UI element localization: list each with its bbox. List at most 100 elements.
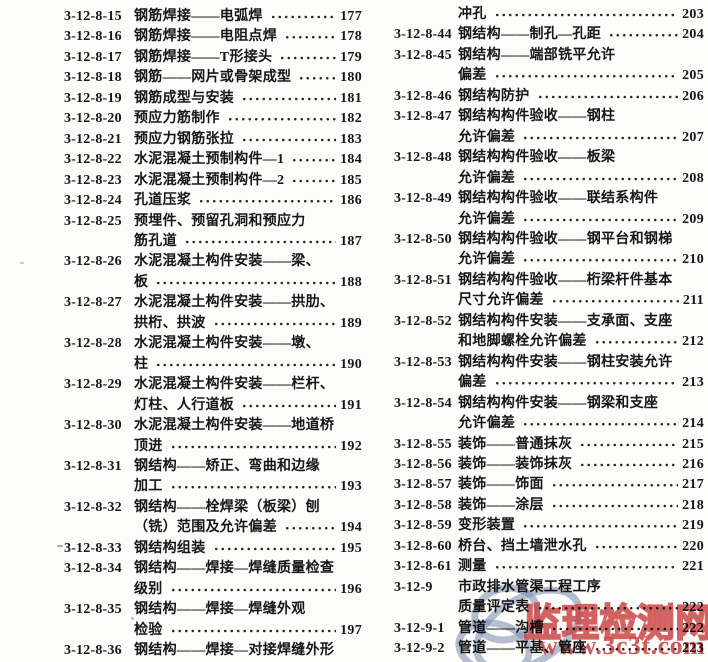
toc-entry: 3-12-8-36 钢结构——焊接—对接焊缝外形	[64, 641, 362, 661]
toc-entry: 3-12-8-51 钢结构构件验收——桁梁杆件基本 尺寸允许偏差 211	[394, 271, 704, 312]
page-number: 211	[682, 293, 704, 309]
toc-entry: 3-12-8-48 钢结构构件验收——板梁 允许偏差 208	[394, 148, 704, 190]
page-number: 190	[340, 356, 362, 372]
entry-title: 允许偏差	[458, 129, 516, 145]
entry-title: 市政排水管渠工程工序	[458, 579, 601, 595]
entry-number: 3-12-9-1	[394, 620, 445, 636]
scan-artifact	[131, 617, 134, 620]
toc-entry: 3-12-8-26 水泥混凝土构件安装——梁、板 188	[64, 252, 362, 294]
entry-title: 装饰——普通抹灰	[458, 436, 573, 452]
dot-leader	[291, 170, 337, 192]
entry-number: 3-12-8-44	[394, 27, 452, 43]
entry-title: 测量	[458, 559, 487, 575]
page-number: 197	[340, 622, 362, 638]
dot-leader	[198, 191, 337, 212]
entry-number: 3-12-8-17	[64, 49, 122, 65]
toc-entry: 3-12-8-22 水泥混凝土预制构件—1 184	[64, 150, 362, 171]
page-number: 179	[340, 49, 362, 65]
entry-title: 孔道压浆	[134, 193, 192, 209]
entry-title: 预应力筋制作	[134, 111, 220, 127]
toc-entry: 3-12-9-1 管道——沟槽 222	[394, 618, 704, 640]
dot-leader	[169, 436, 337, 457]
page-number: 182	[340, 111, 362, 127]
dot-leader	[212, 538, 337, 560]
entry-title: 钢结构——矫正、弯曲和边缘	[134, 458, 320, 474]
dot-leader	[183, 231, 337, 253]
entry-title: 水泥混凝土预制构件—1	[134, 152, 285, 168]
entry-number: 3-12-8-54	[394, 395, 452, 411]
entry-title: 筋孔道	[134, 233, 177, 249]
entry-number: 3-12-8-30	[64, 418, 122, 434]
entry-title: 钢结构防护	[458, 88, 530, 104]
dot-leader	[550, 495, 679, 517]
entry-title: 质量评定表	[458, 600, 530, 616]
entry-number: 3-12-8-22	[64, 152, 122, 168]
page-number: 192	[340, 438, 362, 454]
entry-number: 3-12-8-31	[64, 458, 122, 474]
entry-title: 钢结构构件安装——支承面、支座	[458, 313, 673, 329]
toc-entry: 3-12-8-54 钢结构构件安装——钢梁和支座 允许偏差 214	[394, 394, 704, 435]
page-number: 219	[682, 518, 704, 534]
toc-entry: 3-12-8-30 水泥混凝土构件安装——地道桥 顶进 192	[64, 416, 362, 457]
entry-number: 3-12-8-60	[394, 538, 452, 554]
entry-title: 尺寸允许偏差	[458, 293, 544, 309]
entry-title: 板	[134, 274, 149, 290]
page-number: 214	[682, 416, 704, 432]
toc-entry: 3-12-8-61 测量 221	[394, 557, 704, 578]
entry-number: 3-12-8-57	[394, 477, 452, 493]
page-number: 217	[682, 477, 704, 493]
entry-title: 管道——沟槽	[458, 620, 544, 636]
dot-leader	[493, 66, 679, 87]
entry-title: 钢筋焊接——T形接头	[134, 49, 273, 65]
entry-number: 3-12-8-27	[64, 295, 122, 311]
toc-entry: 3-12-8-45 钢结构——端部铣平允许 偏差 205	[394, 46, 704, 87]
toc-entry: 3-12-8-55 装饰——普通抹灰 215	[394, 434, 704, 455]
entry-number: 3-12-8-19	[64, 90, 122, 106]
entry-title: 水泥混凝土构件安装——墩、	[134, 336, 320, 352]
toc-entry: 3-12-8-59 变形装置 219	[394, 516, 704, 537]
toc-entry: 3-12-8-19 钢筋成型与安装 181	[64, 88, 362, 110]
dot-leader	[241, 129, 337, 151]
entry-title: 装饰——涂层	[458, 497, 544, 513]
page-number: 222	[682, 620, 704, 636]
entry-number: 3-12-8-59	[394, 518, 452, 534]
dot-leader	[284, 518, 337, 539]
toc-entry: 3-12-8-25 预埋件、预留孔洞和预应力 筋孔道 187	[64, 212, 362, 253]
toc-entry: 3-12-8-58 装饰——涂层 218	[394, 495, 704, 517]
dot-leader	[241, 88, 337, 110]
toc-entry: 3-12-8-29 水泥混凝土构件安装——栏杆、 灯柱、人行道板 191	[64, 375, 362, 417]
page-number: 178	[340, 29, 362, 45]
dot-leader	[493, 557, 679, 578]
page-number: 188	[340, 274, 362, 290]
page-number: 196	[340, 581, 362, 597]
page-number: 184	[340, 152, 362, 168]
entry-number: 3-12-8-36	[64, 643, 122, 659]
dot-leader	[550, 475, 679, 496]
entry-number: 3-12-8-23	[64, 172, 122, 188]
page-number: 191	[340, 397, 362, 413]
toc-column-right: 冲孔 203 3-12-8-44 钢结构——制孔—孔距 204 3-12-8-45 钢结构—…	[394, 0, 704, 660]
toc-entry: 3-12-8-56 装饰——装饰抹灰 216	[394, 454, 704, 476]
toc-entry: 3-12-8-33 钢结构组装 195	[64, 538, 362, 560]
page-number: 218	[682, 497, 704, 513]
page-number: 180	[340, 70, 362, 86]
toc-entry: 3-12-8-44 钢结构——制孔—孔距 204	[394, 25, 704, 46]
entry-title: 钢结构构件验收——板梁	[458, 150, 616, 166]
entry-number: 3-12-8-51	[394, 272, 452, 288]
page-number: 223	[682, 641, 704, 657]
toc-entry: 3-12-8-24 孔道压浆 186	[64, 191, 362, 212]
dot-leader	[284, 27, 337, 48]
entry-number: 3-12-8-58	[394, 497, 452, 513]
page-number: 210	[682, 252, 704, 268]
page-number: 203	[682, 7, 704, 22]
toc-entry: 3-12-9-2 管道——平基、管座 223	[394, 639, 704, 660]
page-number: 215	[682, 436, 704, 452]
page-number: 208	[682, 170, 704, 186]
page-number: 222	[682, 600, 704, 616]
dot-leader	[155, 354, 337, 376]
toc-entry: 3-12-8-49 钢结构构件验收——联结系构件 允许偏差 209	[394, 189, 704, 230]
toc-entry: 3-12-8-53 钢结构构件安装——钢柱安装允许 偏差 213	[394, 353, 704, 394]
dot-leader	[169, 579, 337, 601]
entry-number: 3-12-8-16	[64, 29, 122, 45]
